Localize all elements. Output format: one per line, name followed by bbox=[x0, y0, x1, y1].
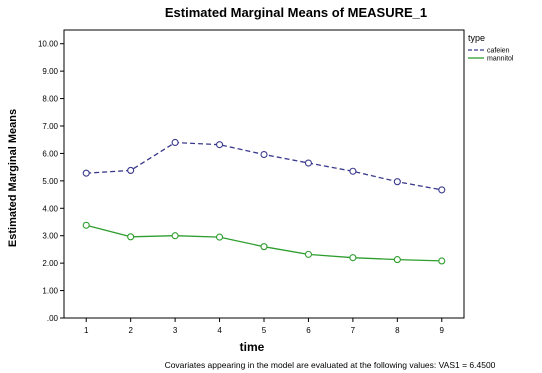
data-point-cafeien bbox=[260, 150, 268, 159]
data-point-mannitol bbox=[393, 256, 401, 264]
y-tick-label: 7.00 bbox=[42, 122, 58, 131]
y-tick-label: 8.00 bbox=[42, 95, 58, 104]
y-tick-label: .00 bbox=[47, 314, 59, 323]
series-line-cafeien bbox=[86, 141, 442, 191]
data-point-mannitol bbox=[216, 233, 224, 241]
x-tick-label: 1 bbox=[84, 326, 89, 335]
y-axis-label: Estimated Marginal Means bbox=[7, 109, 19, 247]
footnote: Covariates appearing in the model are ev… bbox=[165, 360, 496, 370]
x-tick-label: 2 bbox=[128, 326, 133, 335]
y-tick-label: 2.00 bbox=[42, 259, 58, 268]
x-tick-label: 7 bbox=[351, 326, 356, 335]
y-tick-label: 5.00 bbox=[42, 177, 58, 186]
data-point-cafeien bbox=[304, 159, 312, 167]
data-point-cafeien bbox=[127, 166, 135, 174]
y-tick-label: 3.00 bbox=[42, 232, 58, 241]
y-tick-label: 6.00 bbox=[42, 149, 58, 158]
data-point-mannitol bbox=[171, 232, 179, 240]
x-axis-label: time bbox=[240, 340, 265, 354]
y-tick-label: 1.00 bbox=[42, 287, 58, 296]
y-tick-label: 4.00 bbox=[42, 204, 58, 213]
x-tick-label: 6 bbox=[306, 326, 311, 335]
chart-title: Estimated Marginal Means of MEASURE_1 bbox=[165, 5, 427, 20]
legend-label-mannitol: mannitol bbox=[487, 56, 514, 63]
data-point-cafeien bbox=[393, 178, 401, 186]
data-point-cafeien bbox=[216, 141, 224, 149]
y-tick-label: 10.00 bbox=[38, 40, 59, 49]
legend-title: type bbox=[468, 33, 485, 43]
data-point-mannitol bbox=[260, 243, 268, 251]
x-tick-label: 9 bbox=[440, 326, 445, 335]
plot-area: .00 1.00 2.00 3.00 4.00 5.00 6.00 7.00 8.00 9.00 1… bbox=[38, 29, 514, 335]
data-point-mannitol bbox=[349, 254, 357, 262]
x-tick-label: 8 bbox=[395, 326, 400, 335]
data-point-cafeien bbox=[82, 169, 90, 177]
legend-label-cafeien: cafeien bbox=[487, 48, 510, 55]
data-point-mannitol bbox=[304, 250, 312, 258]
data-point-cafeien bbox=[171, 138, 179, 147]
data-point-mannitol bbox=[82, 221, 90, 229]
series-line-mannitol bbox=[86, 224, 442, 262]
x-tick-label: 5 bbox=[262, 326, 267, 335]
plot-frame bbox=[63, 29, 465, 319]
data-point-mannitol bbox=[127, 233, 135, 241]
data-point-cafeien bbox=[438, 186, 446, 194]
y-tick-label: 9.00 bbox=[42, 67, 58, 76]
data-point-cafeien bbox=[349, 167, 357, 175]
x-tick-label: 4 bbox=[217, 326, 222, 335]
data-point-mannitol bbox=[438, 257, 446, 265]
x-tick-label: 3 bbox=[173, 326, 178, 335]
